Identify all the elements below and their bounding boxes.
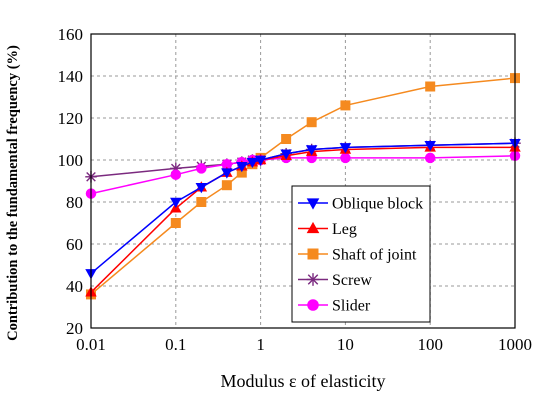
ticks: 0.01 0.1 1 10 100 1000 20 40 60 80 100 120 140 160 xyxy=(58,25,533,354)
legend-label: Slider xyxy=(332,298,371,315)
data-point xyxy=(306,117,317,128)
data-point xyxy=(305,145,318,156)
plot-frame xyxy=(90,33,516,329)
data-point xyxy=(221,158,233,170)
data-point xyxy=(306,221,320,234)
legend-item: Screw xyxy=(298,272,372,289)
data-point xyxy=(425,81,436,92)
y-tick-label: 120 xyxy=(58,109,84,128)
x-tick-label: 10 xyxy=(337,335,354,354)
data-point xyxy=(170,218,181,228)
legend-label: Screw xyxy=(332,272,372,289)
data-point xyxy=(195,183,208,194)
data-point xyxy=(170,169,182,180)
x-axis-title: Modulus ε of elasticity xyxy=(220,371,385,391)
x-tick-label: 0.01 xyxy=(76,335,106,354)
legend-label: Shaft of joint xyxy=(332,247,417,264)
data-point xyxy=(221,180,232,191)
legend-item: Slider xyxy=(298,298,371,315)
x-tick-label: 0.1 xyxy=(165,335,186,354)
series-layer xyxy=(85,73,521,300)
x-tick-label: 1 xyxy=(256,335,265,354)
y-tick-label: 100 xyxy=(58,151,84,170)
legend: Oblique block Leg Shaft of joint Screw Slide… xyxy=(291,185,431,323)
data-point xyxy=(280,149,292,160)
series-line xyxy=(90,142,516,274)
data-point xyxy=(340,100,351,111)
data-point xyxy=(246,157,259,169)
x-tick-label: 1000 xyxy=(498,335,532,354)
data-point xyxy=(236,167,247,178)
y-tick-label: 40 xyxy=(66,277,83,296)
y-tick-label: 80 xyxy=(66,193,83,212)
x-tick-label: 100 xyxy=(417,335,443,354)
data-point xyxy=(340,152,351,164)
data-point xyxy=(306,198,320,210)
legend-item: Oblique block xyxy=(298,196,423,213)
series-oblique-block xyxy=(85,138,521,280)
y-axis-title: Contribution to the fundamental frequenc… xyxy=(5,45,21,341)
data-point xyxy=(306,273,320,286)
data-point xyxy=(307,299,319,311)
data-point xyxy=(281,134,292,144)
data-point xyxy=(339,143,352,154)
legend-label: Leg xyxy=(332,221,357,238)
y-tick-label: 20 xyxy=(66,319,83,338)
data-point xyxy=(221,168,233,179)
data-point xyxy=(196,197,207,207)
data-point xyxy=(307,248,319,260)
y-tick-label: 140 xyxy=(58,67,84,86)
data-point xyxy=(236,162,248,173)
data-point xyxy=(170,197,182,208)
data-point xyxy=(196,163,207,174)
data-point xyxy=(424,141,436,152)
legend-item: Leg xyxy=(298,221,357,238)
legend-label: Oblique block xyxy=(332,196,423,213)
y-tick-label: 60 xyxy=(66,235,83,254)
legend-item: Shaft of joint xyxy=(298,247,417,264)
data-point xyxy=(254,155,267,166)
data-point xyxy=(424,152,436,164)
y-tick-label: 160 xyxy=(58,25,84,44)
